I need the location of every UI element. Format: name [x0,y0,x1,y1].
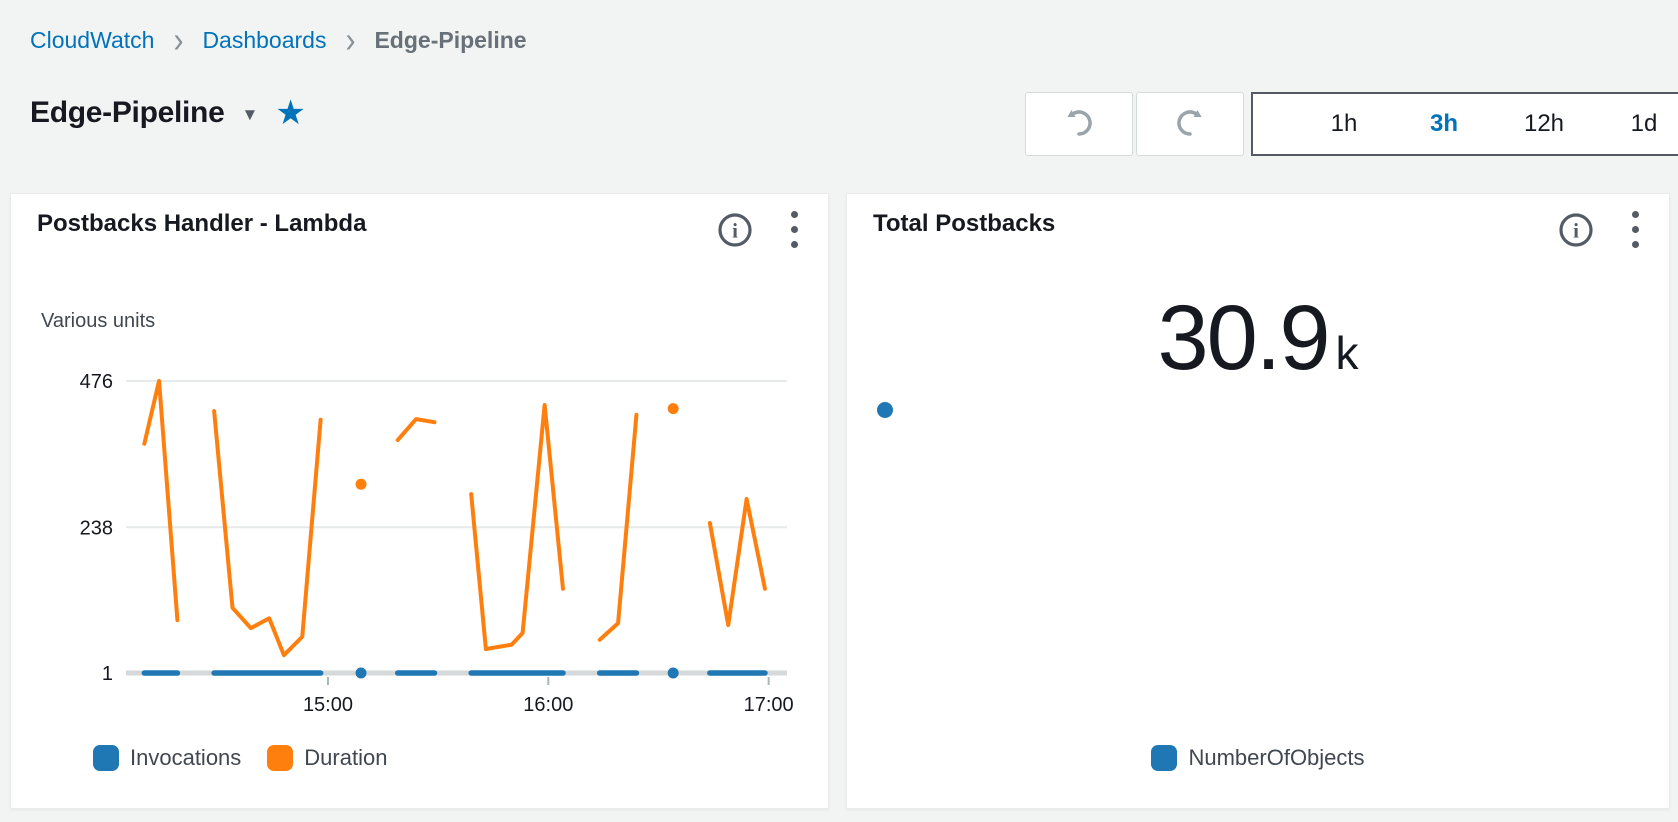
widget-menu-icon[interactable] [789,209,800,250]
breadcrumb-chevron-icon: › [173,20,184,60]
redo-icon [1169,101,1211,148]
line-chart: 476 238 1 15:00 16:00 17:00 [80,371,794,716]
legend-label: NumberOfObjects [1188,745,1365,770]
breadcrumb-link-cloudwatch[interactable]: CloudWatch [30,27,155,53]
metric-value-suffix: k [1335,327,1359,379]
dashboard-title-row: Edge-Pipeline ▼ ★ [30,96,306,130]
redo-button[interactable] [1136,92,1244,156]
breadcrumb: CloudWatch › Dashboards › Edge-Pipeline [30,20,527,60]
metric-big-value: 30.9 k [847,286,1669,391]
svg-text:16:00: 16:00 [523,694,573,716]
legend-swatch-orange [267,745,294,771]
info-icon[interactable]: i [717,212,753,248]
svg-text:i: i [1573,218,1579,242]
favorite-star-icon[interactable]: ★ [275,94,306,132]
breadcrumb-link-dashboards[interactable]: Dashboards [202,27,327,53]
widget-postbacks-handler-lambda: Postbacks Handler - Lambda i Various uni… [10,193,829,809]
info-icon[interactable]: i [1558,212,1594,248]
legend-item-numberofobjects[interactable]: NumberOfObjects [1151,745,1365,771]
widget-total-postbacks: Total Postbacks i 30.9 k NumberOfObjects [846,193,1670,809]
page-title: Edge-Pipeline [30,96,225,129]
legend-item-invocations[interactable]: Invocations [93,745,241,771]
legend-label: Duration [304,745,388,770]
metric-value: 30.9 [1157,287,1330,389]
widget-title: Postbacks Handler - Lambda [37,210,367,237]
time-range-3h[interactable]: 3h [1429,110,1458,137]
time-range-1h[interactable]: 1h [1330,110,1358,137]
widget-title: Total Postbacks [873,210,1056,237]
y-axis-units-label: Various units [41,310,156,332]
breadcrumb-chevron-icon: › [345,20,356,60]
data-point-dot [877,402,893,418]
dashboard-dropdown-caret-icon[interactable]: ▼ [241,105,259,124]
chart-legend: NumberOfObjects [847,745,1669,771]
legend-swatch-blue [93,745,119,771]
svg-text:1: 1 [102,663,113,685]
svg-text:15:00: 15:00 [303,694,353,716]
svg-text:476: 476 [80,371,113,393]
time-range-12h[interactable]: 12h [1523,110,1565,137]
svg-text:238: 238 [80,517,113,539]
legend-label: Invocations [130,745,242,770]
svg-text:17:00: 17:00 [744,694,794,716]
breadcrumb-current: Edge-Pipeline [374,27,527,53]
time-range-selector: 1h 3h 12h 1d [1251,92,1678,156]
widget-menu-icon[interactable] [1630,209,1641,250]
svg-text:i: i [732,218,738,242]
undo-icon [1058,101,1100,148]
undo-button[interactable] [1025,92,1133,156]
time-range-1d[interactable]: 1d [1630,110,1658,137]
legend-item-duration[interactable]: Duration [267,745,387,771]
legend-swatch-blue [1151,745,1178,771]
chart-legend: Invocations Duration [93,745,387,771]
